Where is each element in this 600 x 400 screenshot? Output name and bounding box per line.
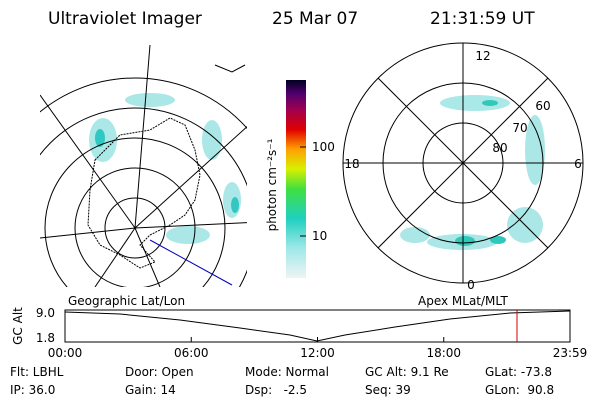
colorbar [286,80,306,278]
footer-field: GC Alt: 9.1 Re [365,365,449,379]
colorbar-unit: photon cm⁻²s⁻¹ [265,138,279,231]
footer-field: Mode: Normal [245,365,329,379]
alt-y-label: 9.0 [36,306,55,320]
right-panel-label: Apex MLat/MLT [418,294,508,308]
instrument: Ultraviolet Imager [48,9,202,29]
alt-axis-label: GC Alt [11,307,25,345]
footer-field: Seq: 39 [365,383,411,397]
footer-field: GLon: 90.8 [485,383,554,397]
footer-field: IP: 36.0 [10,383,55,397]
footer-field: Dsp: -2.5 [245,383,307,397]
alt-x-labels: 00:00 06:00 12:00 18:00 23:59 [48,337,588,360]
footer-field: Door: Open [125,365,194,379]
mlt-label: 0 [467,278,475,292]
footer-field: Flt: LBHL [10,365,64,379]
altitude-curve [64,310,571,342]
date: 25 Mar 07 [272,9,358,29]
mlt-label: 12 [475,49,490,63]
x-label: 18:00 [426,346,461,360]
geo-map [40,45,247,287]
alt-y-label: 1.8 [36,331,55,345]
mlt-label: 18 [344,157,359,171]
lat-label: 80 [492,141,507,155]
polar-map [342,42,584,284]
footer-field: GLat: -73.8 [485,365,552,379]
footer-field: Gain: 14 [125,383,176,397]
time: 21:31:59 UT [430,9,535,29]
colorbar-tick: 100 [312,140,335,154]
colorbar-tick: 10 [312,229,327,243]
x-label: 12:00 [300,346,335,360]
lat-label: 60 [535,99,550,113]
mlt-label: 6 [574,157,582,171]
lat-label: 70 [512,121,527,135]
x-label: 06:00 [174,346,209,360]
left-panel-label: Geographic Lat/Lon [68,294,185,308]
x-label: 23:59 [553,346,588,360]
footer: Flt: LBHL Door: Open Mode: Normal GC Alt: 9… [10,365,554,397]
x-label: 00:00 [48,346,83,360]
